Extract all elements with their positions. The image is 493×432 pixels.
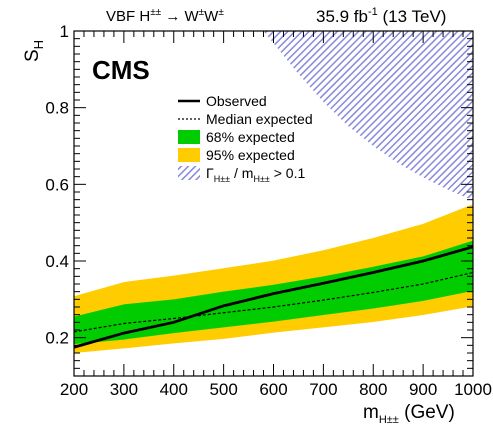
legend-swatch <box>178 148 200 162</box>
series-line-observed <box>74 245 473 349</box>
x-tick-label: 600 <box>259 380 287 399</box>
x-tick-label: 300 <box>110 380 138 399</box>
x-tick-label: 700 <box>309 380 337 399</box>
luminosity-label: 35.9 fb-1 (13 TeV) <box>316 6 446 26</box>
y-tick-label: 0.8 <box>45 99 69 118</box>
process-label: VBF H±± → W±W± <box>106 7 224 25</box>
x-axis-title: mH±± (GeV) <box>363 402 455 426</box>
y-tick-label: 0.4 <box>45 252 69 271</box>
x-tick-label: 900 <box>409 380 437 399</box>
x-tick-label: 1000 <box>454 380 492 399</box>
legend-label: 95% expected <box>206 147 295 163</box>
legend-swatch <box>178 166 200 180</box>
x-tick-label: 800 <box>359 380 387 399</box>
exclusion-region <box>263 31 473 201</box>
series-line-median-expected <box>74 271 473 333</box>
legend-label: Median expected <box>206 111 313 127</box>
experiment-label: CMS <box>92 55 150 85</box>
x-tick-label: 400 <box>160 380 188 399</box>
legend-label: 68% expected <box>206 129 295 145</box>
y-tick-label: 0.2 <box>45 329 69 348</box>
y-tick-label: 1 <box>60 22 69 41</box>
y-axis-title: SH <box>22 40 46 62</box>
x-tick-label: 200 <box>60 380 88 399</box>
x-tick-label: 500 <box>209 380 237 399</box>
y-tick-label: 0.6 <box>45 175 69 194</box>
legend-label: ΓH±± / mH±± > 0.1 <box>206 165 305 184</box>
legend-label: Observed <box>206 93 267 109</box>
legend-swatch <box>178 130 200 144</box>
svg-text:SH: SH <box>22 40 46 62</box>
